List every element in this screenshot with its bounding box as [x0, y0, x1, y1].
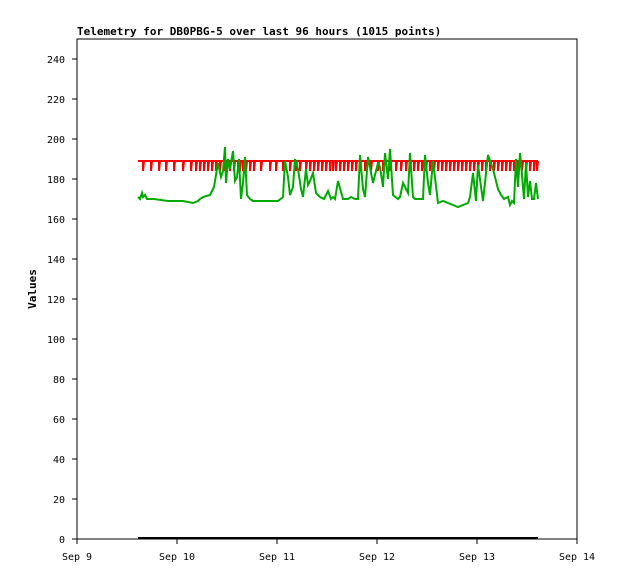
- x-tick-label: Sep 13: [459, 552, 495, 563]
- y-tick-label: 160: [47, 215, 65, 226]
- y-tick-label: 200: [47, 135, 65, 146]
- chart-title: Telemetry for DB0PBG-5 over last 96 hour…: [77, 25, 441, 38]
- y-axis: 0 20 40 60 80 100 120 140 160 180 200 220 240: [47, 55, 77, 546]
- y-tick-label: 60: [53, 415, 65, 426]
- y-tick-label: 220: [47, 95, 65, 106]
- y-tick-label: 140: [47, 255, 65, 266]
- x-tick-label: Sep 10: [159, 552, 195, 563]
- y-tick-label: 120: [47, 295, 65, 306]
- y-tick-label: 0: [59, 535, 65, 546]
- y-tick-label: 80: [53, 375, 65, 386]
- y-tick-label: 180: [47, 175, 65, 186]
- y-tick-label: 40: [53, 455, 65, 466]
- x-tick-label: Sep 9: [62, 552, 92, 563]
- y-axis-label: Values: [26, 269, 39, 309]
- y-tick-label: 100: [47, 335, 65, 346]
- series-green-line: [137, 146, 539, 209]
- x-tick-label: Sep 11: [259, 552, 295, 563]
- y-tick-label: 20: [53, 495, 65, 506]
- series-layer: [137, 146, 539, 539]
- x-tick-label: Sep 12: [359, 552, 395, 563]
- x-tick-label: Sep 14: [559, 552, 595, 563]
- y-tick-label: 240: [47, 55, 65, 66]
- plot-frame: [76, 38, 578, 540]
- x-axis: Sep 9 Sep 10 Sep 11 Sep 12 Sep 13 Sep 14: [62, 539, 595, 563]
